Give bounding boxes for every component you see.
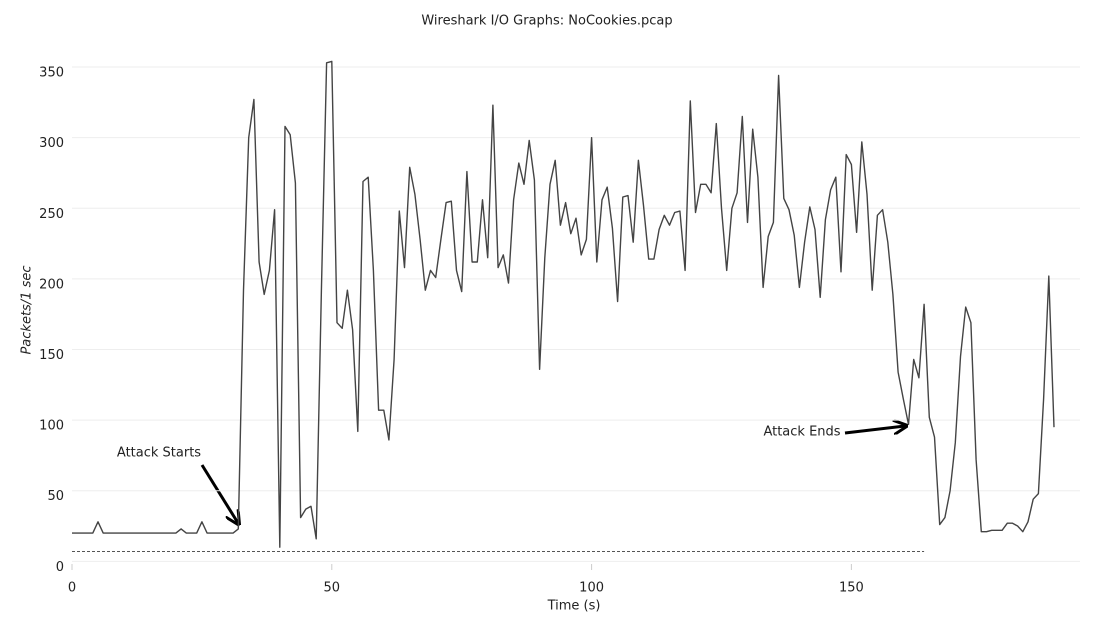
y-tick-label: 0 bbox=[56, 560, 64, 575]
annotation-arrow bbox=[844, 426, 905, 433]
x-axis-label: Time (s) bbox=[547, 599, 601, 614]
x-tick-label: 100 bbox=[579, 581, 604, 596]
y-tick-label: 50 bbox=[47, 489, 64, 504]
y-tick-label: 100 bbox=[39, 419, 64, 434]
x-tick-label: 150 bbox=[839, 581, 864, 596]
chart-title: Wireshark I/O Graphs: NoCookies.pcap bbox=[421, 14, 672, 29]
y-tick-label: 150 bbox=[39, 348, 64, 363]
y-tick-label: 350 bbox=[39, 66, 64, 81]
plot-area: 0 50 100 150 200 250 300 350 0 50 100 150 bbox=[39, 60, 1080, 596]
y-tick-label: 300 bbox=[39, 136, 64, 151]
y-tick-label: 250 bbox=[39, 207, 64, 222]
y-tick-label: 200 bbox=[39, 277, 64, 292]
annotation-arrow bbox=[200, 464, 238, 523]
annotation: Attack Starts bbox=[117, 446, 201, 461]
data-line bbox=[72, 60, 1055, 548]
annotation: Attack Ends bbox=[763, 425, 840, 440]
y-axis-label: Packets/1 sec bbox=[20, 265, 35, 354]
x-tick-label: 50 bbox=[324, 581, 341, 596]
x-tick-label: 0 bbox=[68, 581, 76, 596]
